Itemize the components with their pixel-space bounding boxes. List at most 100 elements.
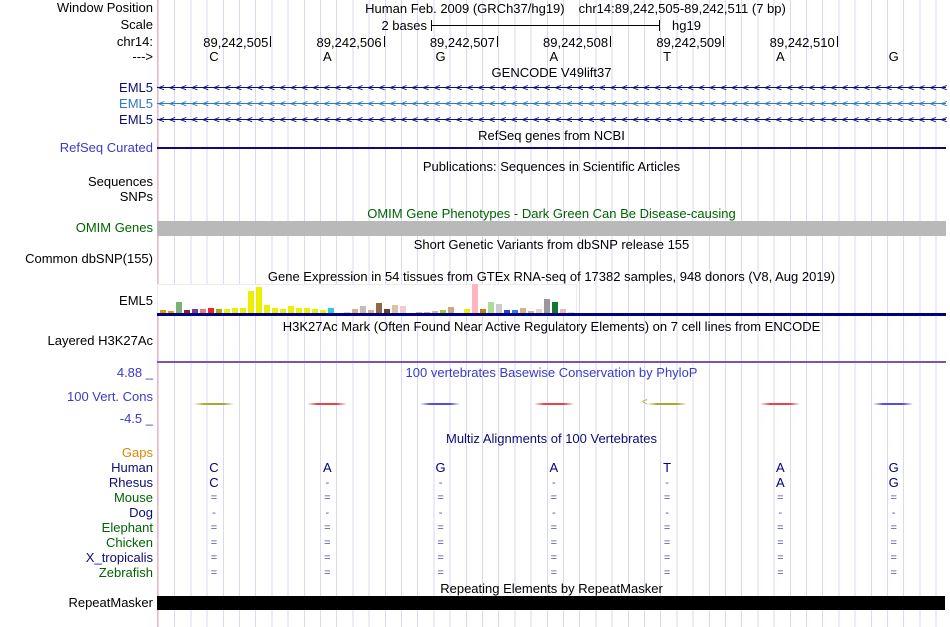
gtex-expression-bar[interactable] <box>272 308 278 314</box>
gtex-expression-bar[interactable] <box>360 306 366 314</box>
track-label-eml5[interactable]: EML5 <box>119 112 153 127</box>
gtex-expression-bar[interactable] <box>520 308 526 314</box>
gene-transcript-line[interactable] <box>157 87 946 89</box>
gtex-expression-bar[interactable] <box>368 310 374 314</box>
gtex-expression-bar[interactable] <box>504 310 510 314</box>
phylop-mark[interactable] <box>760 403 801 405</box>
gtex-expression-bar[interactable] <box>248 291 254 314</box>
multiz-cell: = <box>437 537 444 549</box>
gtex-expression-bar[interactable] <box>392 305 398 314</box>
track-title[interactable]: Gene Expression in 54 tissues from GTEx … <box>267 269 836 284</box>
track-label-mouse[interactable]: Mouse <box>113 490 153 505</box>
gene-transcript-line[interactable] <box>157 119 946 121</box>
track-title[interactable]: Multiz Alignments of 100 Vertebrates <box>445 431 657 446</box>
track-label-eml5[interactable]: EML5 <box>119 80 153 95</box>
track-label-common-dbsnp-155-[interactable]: Common dbSNP(155) <box>25 251 153 266</box>
gtex-expression-bar[interactable] <box>328 308 334 314</box>
gtex-expression-bar[interactable] <box>488 302 494 314</box>
gtex-expression-bar[interactable] <box>496 304 502 314</box>
gtex-expression-bar[interactable] <box>256 287 262 314</box>
gtex-expression-bar[interactable] <box>448 307 454 314</box>
omim-gene-bar[interactable] <box>157 221 946 236</box>
gtex-expression-bar[interactable] <box>480 309 486 314</box>
track-label-layered-h3k27ac[interactable]: Layered H3K27Ac <box>47 333 153 348</box>
multiz-cell: = <box>777 567 784 579</box>
gtex-expression-bar[interactable] <box>304 308 310 314</box>
gene-transcript-strand-arrows[interactable]: <<<<<<<<<<<<<<<<<<<<<<<<<<<<<<<<<<<<<<<<… <box>158 114 949 126</box>
gtex-expression-bar[interactable] <box>184 310 190 314</box>
gtex-expression-bar[interactable] <box>232 308 238 314</box>
track-title[interactable]: GENCODE V49lift37 <box>491 65 612 80</box>
track-label-eml5[interactable]: EML5 <box>119 96 153 111</box>
gtex-expression-bar[interactable] <box>280 309 286 314</box>
gtex-expression-bar[interactable] <box>440 310 446 314</box>
gtex-expression-bar[interactable] <box>320 310 326 314</box>
multiz-cell: = <box>890 522 897 534</box>
track-label-rhesus[interactable]: Rhesus <box>108 475 153 490</box>
gtex-expression-bar[interactable] <box>288 306 294 314</box>
track-label-omim-genes[interactable]: OMIM Genes <box>75 220 153 235</box>
base-letter: C <box>209 49 219 64</box>
gtex-expression-bar[interactable] <box>160 310 166 314</box>
phylop-mark[interactable] <box>533 403 574 405</box>
gtex-expression-bar[interactable] <box>528 311 534 314</box>
gtex-expression-bar[interactable] <box>312 309 318 314</box>
gtex-expression-bar[interactable] <box>544 299 550 314</box>
phylop-arrow-icon: < <box>641 397 648 408</box>
gtex-expression-bar[interactable] <box>224 309 230 314</box>
gtex-expression-bar[interactable] <box>168 311 174 314</box>
gtex-expression-bar[interactable] <box>192 309 198 314</box>
track-label-gaps[interactable]: Gaps <box>121 445 153 460</box>
phylop-mark[interactable] <box>420 403 461 405</box>
gene-transcript-strand-arrows[interactable]: <<<<<<<<<<<<<<<<<<<<<<<<<<<<<<<<<<<<<<<<… <box>158 98 949 110</box>
gtex-expression-bar[interactable] <box>200 309 206 314</box>
repeatmasker-element[interactable] <box>157 596 945 610</box>
refseq-curated-line[interactable] <box>157 147 946 149</box>
gtex-expression-bar[interactable] <box>560 309 566 314</box>
track-label-repeatmasker[interactable]: RepeatMasker <box>68 595 153 610</box>
track-title[interactable]: H3K27Ac Mark (Often Found Near Active Re… <box>282 319 821 334</box>
track-label-snps[interactable]: SNPs <box>119 189 153 204</box>
track-label-100-vert-cons[interactable]: 100 Vert. Cons <box>67 389 153 404</box>
phylop-mark[interactable]: < <box>642 397 687 408</box>
gtex-expression-bar[interactable] <box>384 309 390 314</box>
gtex-expression-bar[interactable] <box>264 305 270 314</box>
gtex-barchart-area[interactable] <box>157 284 577 314</box>
gtex-expression-bar[interactable] <box>240 308 246 314</box>
track-label-dog[interactable]: Dog <box>129 505 153 520</box>
track-title[interactable]: RefSeq genes from NCBI <box>478 128 625 143</box>
gtex-expression-bar[interactable] <box>552 302 558 314</box>
track-title[interactable]: 100 vertebrates Basewise Conservation by… <box>405 365 698 380</box>
gtex-expression-bar[interactable] <box>208 308 214 314</box>
track-label-eml5[interactable]: EML5 <box>119 293 153 308</box>
track-title[interactable]: Publications: Sequences in Scientific Ar… <box>422 159 681 174</box>
gtex-expression-bar[interactable] <box>536 309 542 314</box>
gtex-expression-bar[interactable] <box>376 303 382 314</box>
gtex-expression-bar[interactable] <box>512 310 518 314</box>
gtex-expression-bar[interactable] <box>176 302 182 314</box>
gtex-expression-bar[interactable] <box>464 309 470 314</box>
gtex-expression-bar[interactable] <box>352 309 358 314</box>
track-label-x-tropicalis[interactable]: X_tropicalis <box>85 550 153 565</box>
gtex-expression-bar[interactable] <box>472 284 478 314</box>
track-label-human[interactable]: Human <box>111 460 153 475</box>
track-label-chicken[interactable]: Chicken <box>106 535 153 550</box>
phylop-mark[interactable] <box>306 403 347 405</box>
track-title[interactable]: OMIM Gene Phenotypes - Dark Green Can Be… <box>367 206 736 221</box>
gtex-baseline[interactable] <box>157 313 946 316</box>
gtex-expression-bar[interactable] <box>400 306 406 314</box>
gene-transcript-strand-arrows[interactable]: <<<<<<<<<<<<<<<<<<<<<<<<<<<<<<<<<<<<<<<<… <box>158 82 949 94</box>
gtex-expression-bar[interactable] <box>296 308 302 314</box>
phylop-mark[interactable] <box>873 403 914 405</box>
track-label-sequences[interactable]: Sequences <box>87 174 153 189</box>
gtex-expression-bar[interactable] <box>216 309 222 314</box>
track-label-refseq-curated[interactable]: RefSeq Curated <box>59 140 153 155</box>
phylop-mark[interactable] <box>193 403 234 405</box>
track-label-elephant[interactable]: Elephant <box>101 520 153 535</box>
gtex-expression-bar[interactable] <box>432 311 438 314</box>
track-title[interactable]: Short Genetic Variants from dbSNP releas… <box>413 237 690 252</box>
h3k27ac-track-line[interactable] <box>157 361 946 363</box>
track-title[interactable]: Repeating Elements by RepeatMasker <box>440 581 663 596</box>
gene-transcript-line[interactable] <box>157 103 946 105</box>
track-label-zebrafish[interactable]: Zebrafish <box>98 565 153 580</box>
